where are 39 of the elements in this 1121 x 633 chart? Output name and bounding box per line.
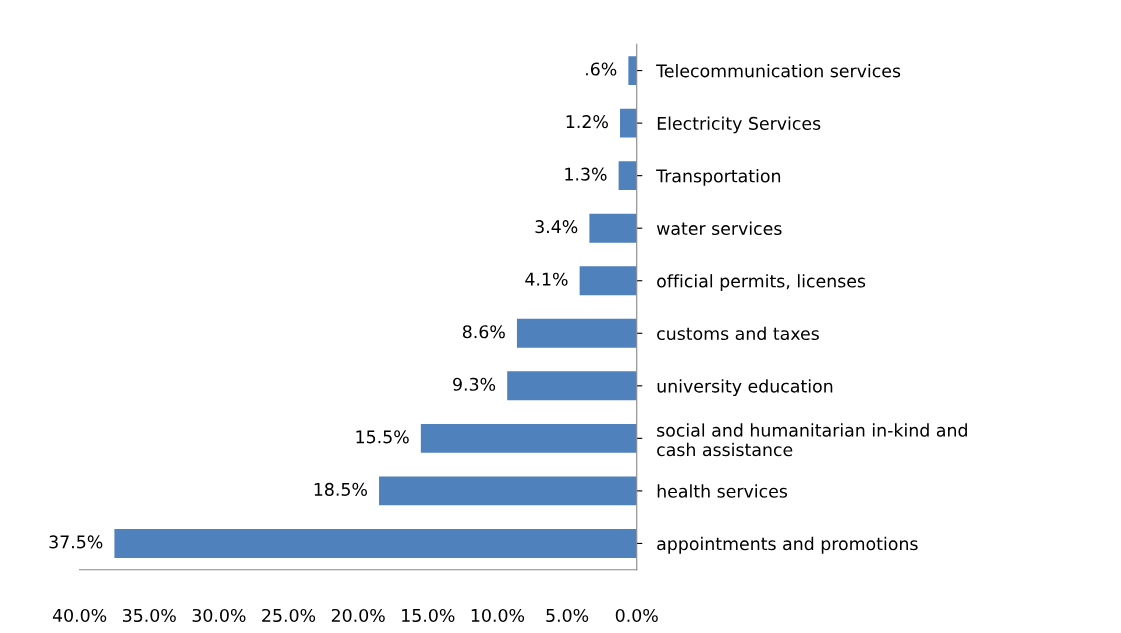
y-tick-label: customs and taxes bbox=[657, 326, 819, 341]
x-tick-label: 10.0% bbox=[471, 608, 525, 623]
bar bbox=[579, 266, 637, 296]
x-tick-label: 25.0% bbox=[262, 608, 316, 623]
y-tick-label: Electricity Services bbox=[657, 116, 821, 134]
y-tick-label: water services bbox=[656, 221, 782, 236]
bar bbox=[114, 528, 637, 558]
x-tick-label: 0.0% bbox=[615, 608, 658, 623]
y-tick-label: official permits, licenses bbox=[657, 274, 866, 291]
x-tick-label: 5.0% bbox=[546, 608, 589, 623]
data-label: 8.6% bbox=[462, 325, 505, 339]
bar bbox=[507, 371, 637, 401]
x-tick-label: 20.0% bbox=[331, 608, 385, 623]
bar bbox=[379, 476, 637, 506]
bar bbox=[516, 318, 637, 348]
x-tick-label: 15.0% bbox=[402, 608, 455, 623]
data-label: 4.1% bbox=[525, 272, 568, 286]
x-tick-label: 35.0% bbox=[122, 608, 176, 623]
data-label: 3.4% bbox=[535, 220, 578, 234]
y-tick-label: university education bbox=[657, 379, 833, 397]
y-tick-label: Transportation bbox=[656, 169, 781, 186]
bar bbox=[420, 423, 637, 453]
data-label: 1.2% bbox=[566, 115, 608, 129]
data-label: .6% bbox=[586, 62, 617, 76]
bar bbox=[620, 108, 637, 138]
data-label: 18.5% bbox=[314, 482, 367, 496]
data-label: 37.5% bbox=[49, 535, 103, 549]
data-label: 15.5% bbox=[356, 430, 409, 444]
y-tick-label: social and humanitarian in-kind and cash assistance bbox=[657, 423, 967, 457]
data-label: 9.3% bbox=[453, 377, 496, 391]
y-tick-label: Telecommunication services bbox=[656, 63, 901, 78]
data-label: 1.3% bbox=[565, 167, 607, 181]
bar bbox=[628, 56, 637, 86]
y-tick-label: health services bbox=[657, 484, 788, 498]
bar bbox=[618, 161, 637, 191]
x-tick-label: 30.0% bbox=[192, 608, 246, 623]
bar bbox=[589, 213, 637, 243]
x-tick-label: 40.0% bbox=[52, 608, 107, 623]
y-tick-label: appointments and promotions bbox=[657, 536, 918, 554]
